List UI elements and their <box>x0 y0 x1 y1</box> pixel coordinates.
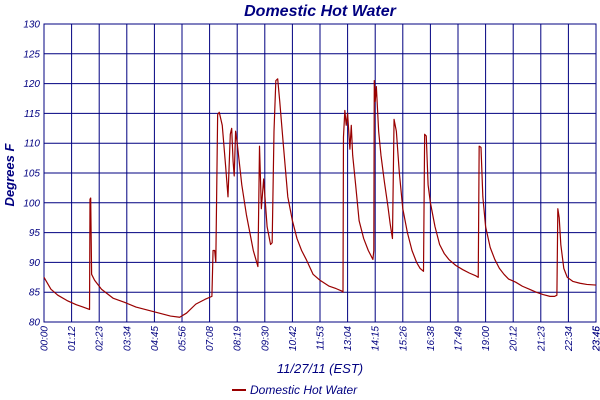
grid <box>43 23 597 323</box>
x-tick-label: 11:53 <box>316 326 327 351</box>
y-tick-label: 130 <box>23 20 40 31</box>
x-tick-label: 16:38 <box>426 326 437 351</box>
y-tick-label: 85 <box>29 288 41 299</box>
x-axis-ticks: 00:00 01:12 02:23 03:34 04:45 05:56 07:08 08:19… <box>40 326 600 352</box>
x-tick-label: 04:45 <box>150 326 161 351</box>
y-tick-label: 90 <box>29 258 41 269</box>
x-tick-label: 09:30 <box>260 326 271 351</box>
x-tick-label: 07:08 <box>205 326 216 351</box>
y-tick-label: 95 <box>29 228 41 239</box>
legend-label: Domestic Hot Water <box>250 383 358 397</box>
y-tick-label: 100 <box>23 198 40 209</box>
x-tick-label: 08:19 <box>233 326 244 351</box>
series-layer <box>43 78 597 318</box>
x-tick-label: 19:00 <box>481 326 492 351</box>
legend: Domestic Hot Water <box>232 383 358 397</box>
x-tick-label: 13:04 <box>343 326 354 351</box>
y-tick-label: 80 <box>29 318 41 329</box>
x-tick-label: 01:12 <box>67 326 78 351</box>
y-tick-label: 110 <box>24 139 40 150</box>
y-tick-label: 115 <box>24 109 40 120</box>
x-tick-label: 20:12 <box>509 326 520 352</box>
x-tick-label: 03:34 <box>122 326 133 351</box>
y-tick-label: 125 <box>23 49 40 60</box>
y-axis-ticks: 80 85 90 95 100 105 110 115 120 125 130 <box>23 20 40 329</box>
x-tick-label: 10:42 <box>288 326 299 351</box>
y-tick-label: 120 <box>23 79 40 90</box>
y-tick-label: 105 <box>23 169 40 180</box>
x-tick-label: 02:23 <box>95 326 106 351</box>
x-tick-label: 21:23 <box>536 326 547 352</box>
x-tick-label: 14:15 <box>371 326 382 351</box>
x-tick-label: 17:49 <box>454 326 465 351</box>
x-tick-label: 23:46 <box>592 326 600 352</box>
x-tick-label: 23:45 <box>592 326 600 352</box>
x-axis-label: 11/27/11 (EST) <box>277 361 363 376</box>
series-line <box>43 78 597 318</box>
y-axis-label: Degrees F <box>2 143 17 207</box>
chart-title: Domestic Hot Water <box>244 3 397 20</box>
x-tick-label: 15:26 <box>398 326 409 351</box>
x-tick-label: 00:00 <box>40 326 51 351</box>
x-tick-label: 22:34 <box>564 326 575 352</box>
x-tick-label: 05:56 <box>178 326 189 351</box>
